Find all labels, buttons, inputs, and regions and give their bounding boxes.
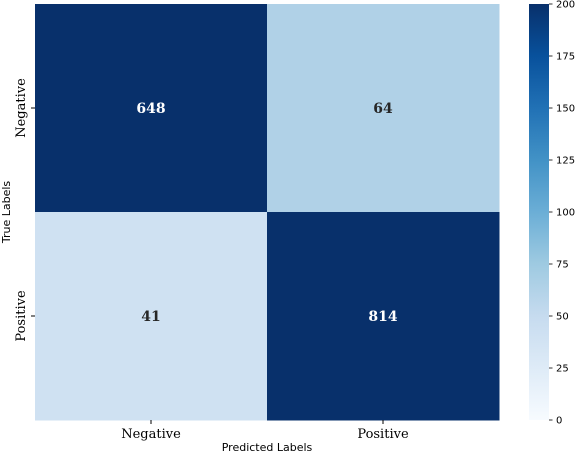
cell-value-0-0: 648 — [136, 101, 165, 117]
heatmap-cell-1-0 — [35, 212, 268, 421]
colorbar-ticks: 0 25 50 75 100 125 150 175 200 — [549, 0, 575, 427]
colorbar-tick-label-3: 75 — [556, 260, 569, 271]
y-axis: Negative Positive — [14, 78, 35, 342]
y-tick-label-1: Positive — [14, 290, 29, 342]
colorbar-tick-label-4: 100 — [556, 208, 575, 219]
colorbar-tick-label-0: 0 — [556, 416, 562, 427]
colorbar-tick-label-5: 125 — [556, 156, 575, 167]
x-axis-label: Predicted Labels — [222, 441, 313, 454]
colorbar — [529, 4, 549, 420]
x-axis: Negative Positive — [121, 420, 409, 442]
x-tick-label-1: Positive — [357, 427, 409, 442]
heatmap-cell-1-1 — [267, 212, 500, 421]
heatmap-annotations: 648 64 41 814 — [136, 101, 397, 325]
heatmap-cells — [35, 4, 500, 421]
colorbar-tick-label-8: 200 — [556, 0, 575, 11]
colorbar-tick-label-1: 25 — [556, 364, 569, 375]
colorbar-tick-label-7: 175 — [556, 52, 575, 63]
cell-value-1-0: 41 — [141, 309, 160, 325]
y-tick-label-0: Negative — [14, 78, 29, 138]
cell-value-1-1: 814 — [368, 309, 397, 325]
colorbar-tick-label-6: 150 — [556, 104, 575, 115]
heatmap-cell-0-0 — [35, 4, 268, 213]
heatmap-cell-0-1 — [267, 4, 500, 213]
colorbar-tick-label-2: 50 — [556, 312, 569, 323]
cell-value-0-1: 64 — [373, 101, 393, 117]
y-axis-label: True Labels — [0, 181, 13, 245]
x-tick-label-0: Negative — [121, 427, 181, 442]
